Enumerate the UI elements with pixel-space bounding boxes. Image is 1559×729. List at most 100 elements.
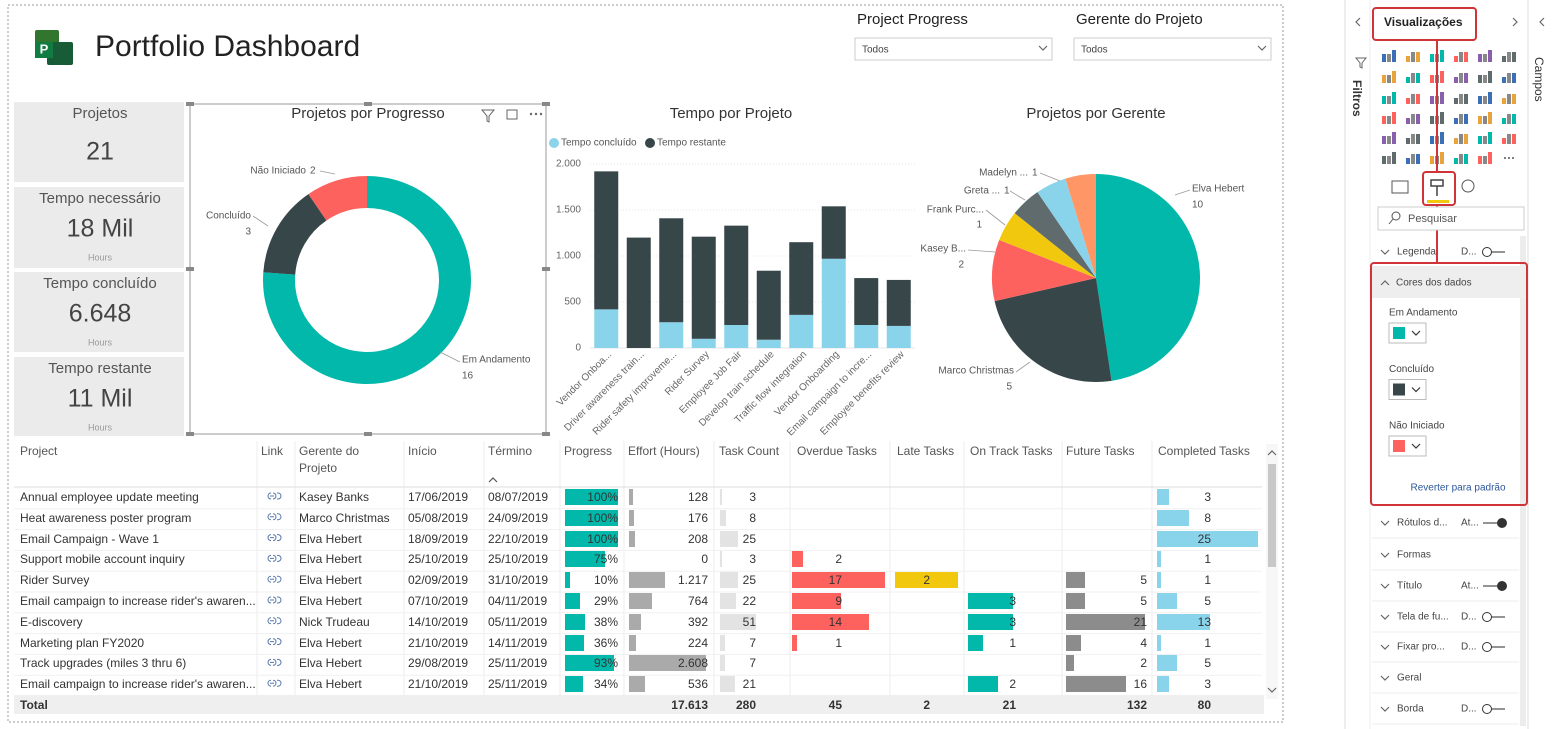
viz-icon[interactable] <box>1478 92 1492 104</box>
table-cell: 1 <box>1204 635 1211 650</box>
resize-handle[interactable] <box>186 102 194 106</box>
viz-icon[interactable] <box>1406 134 1420 144</box>
link-icon[interactable] <box>267 534 282 542</box>
fields-icon[interactable] <box>1391 180 1409 194</box>
viz-icon[interactable] <box>1406 94 1420 104</box>
viz-icon[interactable] <box>1382 132 1396 144</box>
more-icon[interactable] <box>529 112 533 116</box>
resize-handle[interactable] <box>364 432 372 436</box>
viz-icon[interactable] <box>1382 92 1396 104</box>
search-box[interactable] <box>1377 206 1525 231</box>
resize-handle[interactable] <box>186 432 194 436</box>
more-icon[interactable] <box>534 112 538 116</box>
table-cell: Elva Hebert <box>299 656 362 671</box>
viz-icon[interactable] <box>1478 112 1492 124</box>
viz-icon[interactable] <box>1478 50 1492 62</box>
viz-icon[interactable] <box>1454 114 1468 124</box>
viz-icon[interactable] <box>1406 52 1420 62</box>
link-icon[interactable] <box>267 679 282 687</box>
format-icon[interactable] <box>1430 179 1444 196</box>
resize-handle[interactable] <box>364 102 372 106</box>
viz-icon[interactable] <box>1454 52 1468 62</box>
column-header[interactable]: On Track Tasks <box>970 444 1053 458</box>
focus-icon[interactable] <box>506 109 518 120</box>
more-icon[interactable] <box>539 112 543 116</box>
column-header[interactable]: Progress <box>564 444 613 458</box>
viz-glyph <box>1440 132 1444 144</box>
viz-icon[interactable] <box>1502 114 1516 124</box>
chevron-icon <box>1267 450 1277 456</box>
viz-icon[interactable] <box>1502 134 1516 144</box>
viz-icon[interactable] <box>1502 73 1516 83</box>
viz-icon[interactable] <box>1454 134 1468 144</box>
viz-glyph <box>1464 114 1468 124</box>
resize-handle[interactable] <box>542 432 550 436</box>
viz-icon[interactable] <box>1478 71 1492 83</box>
data-bar <box>720 530 738 547</box>
column-header[interactable]: Overdue Tasks <box>797 444 877 458</box>
viz-icon[interactable] <box>1406 154 1420 164</box>
viz-icon[interactable] <box>1406 114 1420 124</box>
slicer-label: Project Progress <box>857 11 968 28</box>
viz-icon[interactable] <box>1504 157 1514 159</box>
link-icon[interactable] <box>267 658 282 666</box>
column-header[interactable]: Início <box>408 444 437 458</box>
viz-icon[interactable] <box>1382 50 1396 62</box>
data-bar <box>1066 634 1082 651</box>
slice <box>1096 174 1200 381</box>
chevron-icon <box>1257 45 1267 51</box>
link-icon[interactable] <box>267 492 282 500</box>
card-title: Projetos <box>72 105 127 122</box>
viz-icon[interactable] <box>1382 112 1396 124</box>
viz-icon[interactable] <box>1478 132 1492 144</box>
data-bar <box>720 634 725 651</box>
table-cell: Kasey Banks <box>299 490 370 504</box>
table-cell: 3 <box>749 552 756 567</box>
viz-icon[interactable] <box>1382 71 1396 83</box>
viz-icon[interactable] <box>1478 152 1492 164</box>
column-header[interactable]: Effort (Hours) <box>628 444 700 458</box>
viz-icon[interactable] <box>1454 154 1468 164</box>
column-header[interactable]: Future Tasks <box>1066 444 1135 458</box>
slicer-dropdown[interactable] <box>1073 37 1272 61</box>
viz-glyph <box>1387 156 1391 164</box>
link-icon[interactable] <box>267 638 282 646</box>
viz-icon[interactable] <box>1406 73 1420 83</box>
scrollbar-thumb[interactable] <box>1268 464 1276 567</box>
link-icon[interactable] <box>267 513 282 521</box>
analytics-icon[interactable] <box>1461 179 1475 193</box>
viz-icon[interactable] <box>1454 94 1468 104</box>
column-header[interactable]: Término <box>488 444 533 458</box>
link-icon[interactable] <box>267 617 282 625</box>
viz-icon[interactable] <box>1502 94 1516 104</box>
column-header[interactable]: Completed Tasks <box>1158 444 1250 458</box>
slice-label: Frank Purc... <box>927 205 984 216</box>
column-header[interactable]: Link <box>261 444 284 458</box>
viz-icon[interactable] <box>1502 52 1516 62</box>
section-header[interactable] <box>1372 664 1520 692</box>
filter-icon[interactable] <box>1354 57 1368 69</box>
table-cell: 280 <box>735 698 756 712</box>
column-header[interactable]: Late Tasks <box>897 444 955 458</box>
column-header[interactable]: Task Count <box>719 444 780 458</box>
column-header[interactable]: Gerente do Projeto <box>299 444 360 475</box>
table-cell: 5 <box>1204 656 1211 671</box>
viz-icon[interactable] <box>1454 73 1468 83</box>
column-header[interactable]: Project <box>20 444 58 458</box>
link-icon[interactable] <box>267 575 282 583</box>
reset-link[interactable]: Reverter para padrão <box>1410 483 1505 494</box>
table-cell: 9 <box>835 594 842 608</box>
section-header[interactable] <box>1372 541 1520 569</box>
resize-handle[interactable] <box>186 267 194 271</box>
data-bar <box>1157 572 1162 589</box>
slicer-dropdown[interactable] <box>854 37 1053 61</box>
search-icon <box>1388 218 1394 225</box>
filter-icon[interactable] <box>480 109 496 123</box>
viz-glyph <box>1459 94 1463 104</box>
link-icon[interactable] <box>267 554 282 562</box>
link-icon[interactable] <box>267 596 282 604</box>
viz-icon[interactable] <box>1382 152 1396 164</box>
resize-handle[interactable] <box>542 267 550 271</box>
bar-segment <box>594 171 619 310</box>
resize-handle[interactable] <box>542 102 550 106</box>
